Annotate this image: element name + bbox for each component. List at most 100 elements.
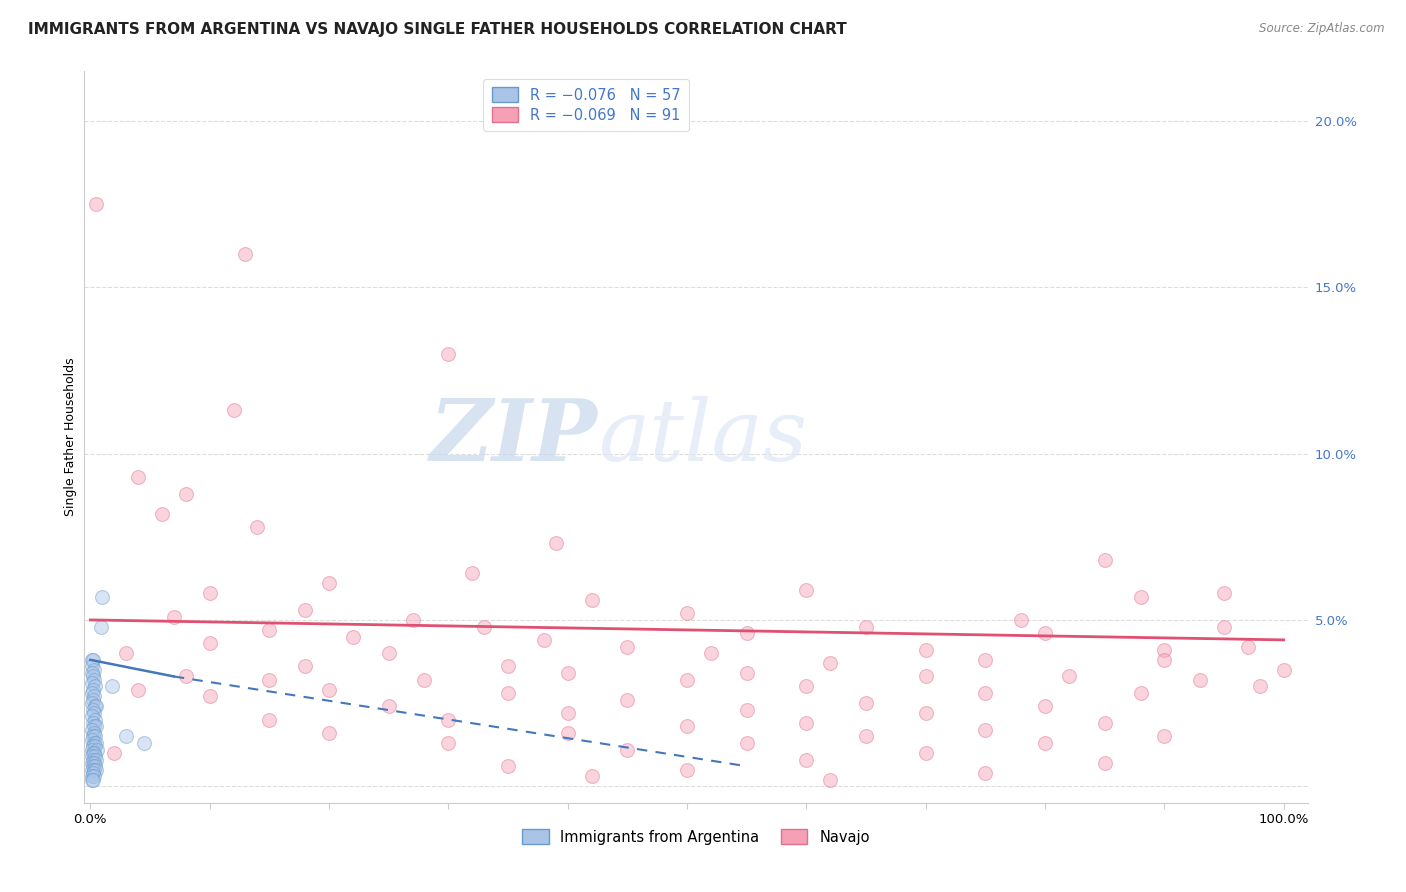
Point (198, 636, 221, 650)
Point (461, 566, 484, 581)
Point (198, 690, 221, 704)
Point (1249, 680, 1271, 694)
Point (80, 772, 103, 787)
Point (581, 769, 603, 783)
Point (84, 753, 107, 767)
Point (557, 666, 579, 681)
Point (132, 736, 155, 750)
Point (80, 742, 103, 756)
Point (82, 653, 104, 667)
Point (557, 706, 579, 720)
Point (83, 769, 105, 783)
Point (84, 719, 107, 733)
Point (101, 680, 124, 694)
Point (735, 703, 758, 717)
Point (1213, 586, 1236, 600)
Text: IMMIGRANTS FROM ARGENTINA VS NAVAJO SINGLE FATHER HOUSEHOLDS CORRELATION CHART: IMMIGRANTS FROM ARGENTINA VS NAVAJO SING… (28, 22, 846, 37)
Point (974, 653, 997, 667)
Point (80, 659, 103, 673)
Point (80, 723, 103, 737)
Point (676, 673, 699, 687)
Point (84, 699, 107, 714)
Point (80, 653, 103, 667)
Point (222, 403, 245, 417)
Point (401, 613, 423, 627)
Point (150, 507, 173, 521)
Point (82, 765, 104, 780)
Point (1213, 619, 1236, 633)
Point (676, 607, 699, 621)
Point (84, 759, 107, 773)
Point (1129, 590, 1152, 604)
Point (676, 763, 699, 777)
Point (544, 536, 567, 550)
Point (82, 716, 104, 731)
Point (83, 663, 105, 677)
Point (1189, 673, 1212, 687)
Point (1094, 716, 1116, 731)
Point (855, 729, 877, 743)
Point (294, 659, 316, 673)
Point (318, 726, 340, 740)
Point (127, 682, 149, 697)
Point (496, 659, 519, 673)
Point (83, 736, 105, 750)
Point (82, 739, 104, 754)
Point (127, 470, 149, 484)
Point (437, 713, 460, 727)
Y-axis label: Single Father Households: Single Father Households (65, 358, 77, 516)
Point (80, 749, 103, 764)
Point (796, 680, 818, 694)
Point (1033, 736, 1056, 750)
Point (84, 729, 107, 743)
Point (83, 690, 105, 704)
Point (472, 619, 495, 633)
Point (82, 772, 104, 787)
Point (974, 723, 997, 737)
Point (437, 347, 460, 361)
Point (83, 763, 105, 777)
Point (80, 756, 103, 770)
Text: ZIP: ZIP (430, 395, 598, 479)
Point (84, 736, 107, 750)
Point (82, 746, 104, 760)
Point (796, 716, 818, 731)
Point (735, 666, 758, 681)
Point (163, 609, 186, 624)
Point (235, 247, 257, 261)
Point (700, 646, 723, 660)
Point (1094, 756, 1116, 770)
Point (914, 706, 936, 720)
Point (103, 746, 125, 760)
Point (82, 669, 104, 683)
Point (1237, 640, 1260, 654)
Point (198, 586, 221, 600)
Point (80, 666, 103, 681)
Point (616, 692, 638, 706)
Point (1010, 613, 1032, 627)
Point (82, 703, 104, 717)
Point (1129, 686, 1152, 700)
Point (413, 673, 436, 687)
Point (342, 630, 364, 644)
Point (974, 686, 997, 700)
Point (90, 619, 112, 633)
Point (246, 520, 269, 534)
Point (84, 197, 107, 211)
Point (82, 729, 104, 743)
Point (115, 646, 138, 660)
Point (855, 696, 877, 710)
Point (84, 680, 107, 694)
Point (91, 590, 114, 604)
Point (437, 736, 460, 750)
Point (914, 643, 936, 657)
Point (1033, 699, 1056, 714)
Point (80, 763, 103, 777)
Point (914, 669, 936, 683)
Point (318, 682, 340, 697)
Point (82, 682, 104, 697)
Point (84, 739, 107, 754)
Point (84, 749, 107, 764)
Point (83, 673, 105, 687)
Point (80, 709, 103, 723)
